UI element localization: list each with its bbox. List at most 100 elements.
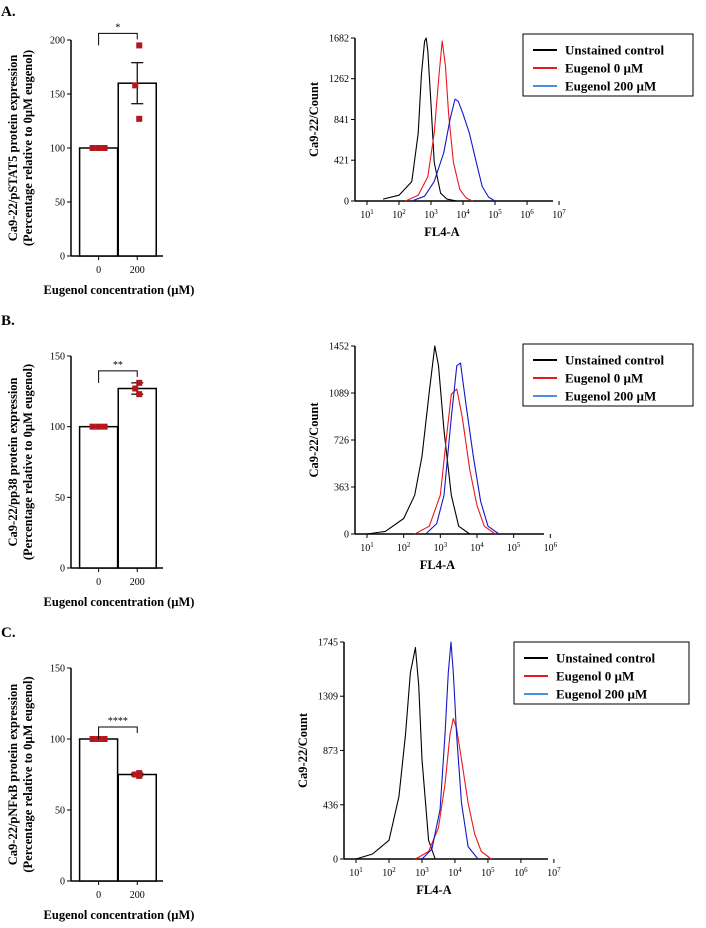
bar xyxy=(117,773,157,882)
panel-label: A. xyxy=(1,4,16,20)
hist-x-tick-label: 105 xyxy=(507,541,521,554)
significance-label: **** xyxy=(108,716,128,727)
hist-series-line xyxy=(421,641,479,860)
legend-entry: Unstained control xyxy=(556,651,655,666)
hist-series-line xyxy=(411,98,496,202)
panels-layer: A. 0 50 100 150 200 0 200 * Ca9-22/pSTAT5 protein… xyxy=(1,4,694,923)
data-point xyxy=(95,423,102,430)
bar-y-axis-title-line2: (Percentage relative to 0µM eugenol) xyxy=(21,364,35,560)
significance-bracket xyxy=(98,370,138,383)
bar-x-tick-label: 200 xyxy=(130,265,145,276)
bar-chart: 0 50 100 150 200 0 200 * Ca9-22/pSTAT5 protein e… xyxy=(6,22,194,297)
hist-series-line xyxy=(382,37,457,202)
hist-y-tick-label: 0 xyxy=(344,530,349,541)
bar-y-tick-label: 200 xyxy=(50,36,65,47)
bar-x-tick-label: 0 xyxy=(96,577,101,588)
bar-chart: 0 50 100 150 0 200 ** Ca9-22/pp38 protein expre… xyxy=(6,352,194,610)
bar-y-tick-label: 50 xyxy=(55,198,65,209)
hist-x-tick-label: 101 xyxy=(360,541,374,554)
bar-x-tick-label: 200 xyxy=(130,577,145,588)
hist-x-tick-label: 106 xyxy=(520,208,534,221)
data-point xyxy=(132,771,139,778)
bar xyxy=(117,82,157,257)
data-point xyxy=(89,423,96,430)
bar-y-axis-title-line2: (Percentage relative to 0µM eugenol) xyxy=(21,676,35,872)
hist-series-line xyxy=(415,717,492,860)
data-point xyxy=(89,145,96,151)
hist-x-tick-label: 107 xyxy=(547,866,561,879)
bar-x-tick-label: 0 xyxy=(96,265,101,276)
hist-series-line xyxy=(405,40,473,202)
data-point xyxy=(132,385,139,392)
hist-y-tick-label: 1309 xyxy=(318,692,338,703)
legend-entry: Eugenol 200 µM xyxy=(565,389,656,404)
data-point xyxy=(136,115,143,122)
bar-x-axis-title: Eugenol concentration (µM) xyxy=(44,595,195,609)
bar-x-axis-title: Eugenol concentration (µM) xyxy=(44,908,195,922)
hist-y-tick-label: 421 xyxy=(334,156,349,167)
histogram: 0 421 841 1262 1682 101 102 103 104 105 106 107 Ca9-… xyxy=(307,34,566,240)
bar-y-axis-title-line2: (Percentage relative to 0µM eugenol) xyxy=(21,50,35,246)
hist-y-tick-label: 0 xyxy=(333,855,338,866)
panel-2: C. 0 50 100 150 0 200 **** Ca9-22/pNFκB protein … xyxy=(1,625,690,923)
histogram: 0 363 726 1089 1452 101 102 103 104 105 106 Ca9-22/… xyxy=(307,342,558,573)
data-point xyxy=(95,145,102,151)
hist-x-tick-label: 103 xyxy=(434,541,448,554)
legend-entry: Eugenol 200 µM xyxy=(565,79,656,94)
hist-x-tick-label: 102 xyxy=(397,541,411,554)
data-point xyxy=(136,391,143,398)
legend-entry: Eugenol 0 µM xyxy=(565,61,643,76)
legend-entry: Eugenol 200 µM xyxy=(556,687,647,702)
hist-y-axis-title: Ca9-22/Count xyxy=(307,402,321,478)
hist-y-tick-label: 0 xyxy=(344,197,349,208)
legend-entry: Unstained control xyxy=(565,43,664,58)
legend-entry: Eugenol 0 µM xyxy=(565,371,643,386)
bar-chart: 0 50 100 150 0 200 **** Ca9-22/pNFκB protein ex… xyxy=(6,664,194,923)
hist-y-tick-label: 873 xyxy=(323,746,338,757)
hist-x-tick-label: 106 xyxy=(544,541,558,554)
hist-x-tick-label: 103 xyxy=(424,208,438,221)
data-point xyxy=(136,379,143,386)
panel-1: B. 0 50 100 150 0 200 ** Ca9-22/pp38 protein exp… xyxy=(1,313,694,610)
data-point xyxy=(136,42,143,49)
panel-0: A. 0 50 100 150 200 0 200 * Ca9-22/pSTAT5 protein… xyxy=(1,4,694,297)
histogram: 0 436 873 1309 1745 101 102 103 104 105 106 107 Ca9-… xyxy=(296,638,561,898)
hist-series-line xyxy=(414,388,496,535)
significance-bracket xyxy=(98,32,138,46)
panel-label: C. xyxy=(1,625,16,641)
bar xyxy=(117,387,157,569)
legend: Unstained control Eugenol 0 µM Eugenol 200… xyxy=(522,33,694,97)
bar-y-axis-title-line1: Ca9-22/pp38 protein expression xyxy=(6,377,20,546)
hist-x-tick-label: 104 xyxy=(448,866,462,879)
hist-y-tick-label: 1452 xyxy=(329,342,349,353)
bar-y-tick-label: 50 xyxy=(55,493,65,504)
hist-y-tick-label: 1745 xyxy=(318,638,338,649)
hist-x-tick-label: 107 xyxy=(552,208,566,221)
bar xyxy=(78,147,119,257)
bar-y-tick-label: 0 xyxy=(60,564,65,575)
legend: Unstained control Eugenol 0 µM Eugenol 200… xyxy=(513,641,690,705)
hist-y-tick-label: 1089 xyxy=(329,389,349,400)
bar-x-tick-label: 200 xyxy=(130,890,145,901)
legend: Unstained control Eugenol 0 µM Eugenol 200… xyxy=(522,343,694,407)
hist-x-tick-label: 101 xyxy=(360,208,374,221)
bar xyxy=(78,425,119,569)
data-point xyxy=(136,770,143,777)
hist-x-tick-label: 104 xyxy=(456,208,470,221)
data-point xyxy=(89,736,96,742)
hist-x-axis-title: FL4-A xyxy=(420,558,455,572)
bar-y-tick-label: 100 xyxy=(50,735,65,746)
bar-y-tick-label: 50 xyxy=(55,806,65,817)
bar-y-tick-label: 150 xyxy=(50,352,65,363)
bar xyxy=(78,738,119,882)
bar-y-axis-title-line1: Ca9-22/pNFκB protein expression xyxy=(6,684,20,866)
bar-y-tick-label: 100 xyxy=(50,144,65,155)
hist-y-tick-label: 1262 xyxy=(329,74,349,85)
hist-series-line xyxy=(355,647,436,860)
bar-y-tick-label: 150 xyxy=(50,664,65,675)
bar-y-tick-label: 0 xyxy=(60,877,65,888)
hist-y-axis-title: Ca9-22/Count xyxy=(296,712,310,788)
bar-y-tick-label: 0 xyxy=(60,252,65,263)
hist-x-tick-label: 106 xyxy=(514,866,528,879)
